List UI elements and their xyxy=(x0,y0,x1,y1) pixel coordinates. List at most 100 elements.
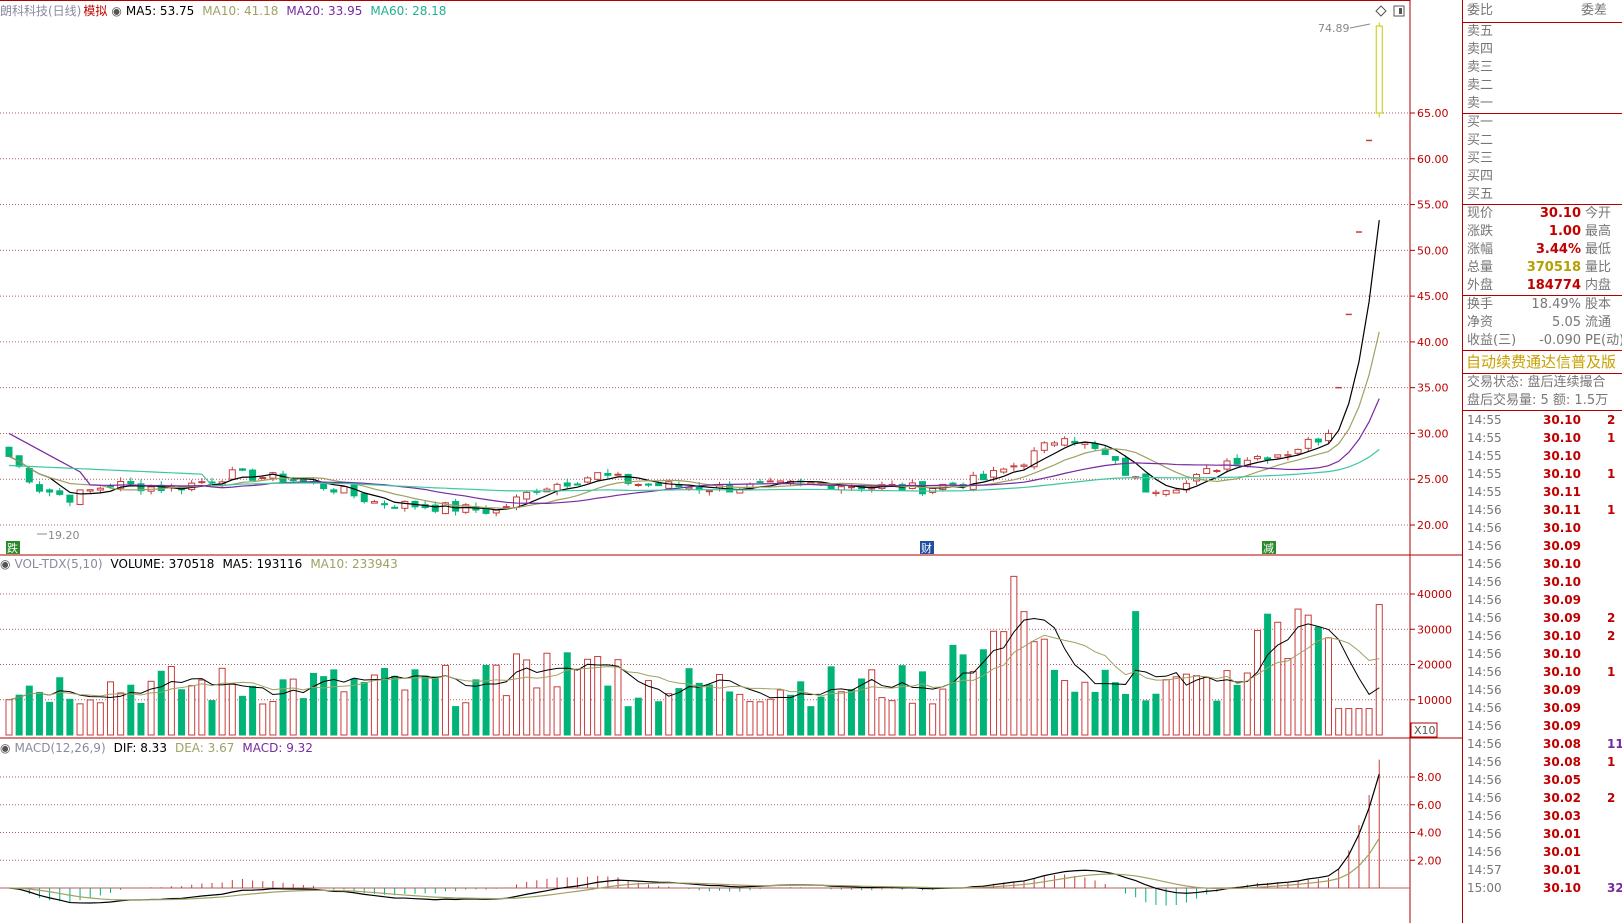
quote-value: 184774 xyxy=(1526,278,1581,293)
tick-time: 14:56 xyxy=(1467,629,1502,643)
volume-bar xyxy=(847,689,855,736)
volume-bar xyxy=(726,691,734,736)
ask-label: 卖一 xyxy=(1467,96,1494,111)
tick-row: 14:56 30.02 2 xyxy=(1463,789,1622,807)
candle xyxy=(1000,468,1008,473)
event-marker-reduce[interactable]: 减 xyxy=(1262,541,1276,555)
volume-bar xyxy=(1243,672,1251,736)
mode-label[interactable]: 模拟 xyxy=(83,4,108,18)
candle xyxy=(1111,456,1119,461)
volume-bar xyxy=(624,706,632,736)
ask-label: 卖二 xyxy=(1467,78,1494,93)
volume-bar xyxy=(35,691,43,736)
volume-bar xyxy=(1355,708,1363,736)
volume-bar xyxy=(147,680,155,736)
candle xyxy=(513,496,520,509)
kline-chart[interactable]: 65.00 60.00 55.00 50.00 45.00 40.00 35.00 30.00… xyxy=(0,0,1462,923)
tick-time: 14:56 xyxy=(1467,737,1502,751)
volume-bar xyxy=(1122,693,1129,736)
tick-time: 14:56 xyxy=(1467,827,1502,841)
volume-bar xyxy=(25,685,33,736)
settings-icon[interactable]: ◉ xyxy=(0,741,11,755)
quote-row: 涨幅 3.44% 最低 xyxy=(1463,241,1622,259)
tick-list[interactable]: 14:55 30.10 2 14:55 30.10 1 14:55 30.10 14:55 30.… xyxy=(1463,411,1622,897)
quote-label: 总量 xyxy=(1467,260,1494,275)
candle xyxy=(238,468,246,471)
candle xyxy=(1203,468,1211,475)
volume-bar xyxy=(1061,680,1069,736)
candle xyxy=(198,481,206,484)
renewal-banner[interactable]: 自动续费通达信普及版 xyxy=(1466,353,1617,371)
tick-volume: 2 xyxy=(1607,413,1616,427)
settings-icon[interactable]: ◉ xyxy=(0,557,11,571)
tick-row: 14:56 30.09 xyxy=(1463,537,1622,555)
tick-price: 30.10 xyxy=(1543,881,1581,895)
volume-bar xyxy=(1172,676,1180,736)
bid-row: 买五 xyxy=(1463,186,1622,204)
ask-row: 卖五 xyxy=(1463,23,1622,41)
candle xyxy=(228,469,236,480)
volume-bar xyxy=(188,685,196,736)
volume-bar xyxy=(1111,682,1119,736)
stock-name[interactable]: 朗科科技(日线) xyxy=(0,4,82,18)
price-axis-label: 65.00 xyxy=(1417,107,1449,120)
volume-bar xyxy=(776,689,784,736)
candle xyxy=(391,506,399,509)
tick-row: 14:56 30.09 xyxy=(1463,699,1622,717)
ma10-line xyxy=(8,331,1380,510)
volume-bar xyxy=(1162,679,1170,736)
volume-bar xyxy=(228,683,236,736)
panel-toggle-icon[interactable] xyxy=(1393,5,1405,17)
tick-row: 14:56 30.09 2 xyxy=(1463,609,1622,627)
volume-bar xyxy=(878,697,886,736)
volume-bar xyxy=(1325,637,1332,736)
diamond-icon[interactable] xyxy=(1375,5,1387,17)
candle xyxy=(1284,454,1292,457)
volume-bar xyxy=(695,682,703,736)
macd-indicator-name[interactable]: MACD(12,26,9) xyxy=(14,741,106,755)
volume-bar xyxy=(391,675,399,736)
ask-row: 卖二 xyxy=(1463,77,1622,95)
volume-bar xyxy=(990,630,998,736)
volume-bar xyxy=(685,668,693,736)
volume-bar xyxy=(1152,693,1160,736)
volume-bar xyxy=(137,702,145,736)
volume-bar xyxy=(1253,630,1261,736)
stat-label-2: 流通 xyxy=(1585,315,1612,330)
candle xyxy=(360,493,368,503)
tick-time: 14:56 xyxy=(1467,755,1502,769)
volume-bar xyxy=(259,703,267,736)
candle xyxy=(1274,454,1282,458)
tick-price: 30.10 xyxy=(1543,467,1581,481)
ma60-label: MA60: 28.18 xyxy=(370,4,447,18)
macd-axis-label: 2.00 xyxy=(1417,854,1442,867)
candle xyxy=(1030,450,1038,468)
dif-line xyxy=(8,773,1380,904)
tick-price: 30.10 xyxy=(1543,647,1581,661)
tick-price: 30.09 xyxy=(1543,683,1581,697)
tick-price: 30.09 xyxy=(1543,611,1581,625)
volume-bar xyxy=(15,694,23,736)
tick-row: 14:57 30.01 xyxy=(1463,861,1622,879)
trade-status: 交易状态: 盘后连续撮合 xyxy=(1467,375,1606,390)
event-marker-finance[interactable]: 财 xyxy=(920,541,934,555)
candle xyxy=(827,484,835,490)
quote-label: 外盘 xyxy=(1467,278,1494,293)
candle xyxy=(289,479,297,482)
candle xyxy=(1081,442,1089,445)
ask-label: 卖三 xyxy=(1467,60,1494,75)
volume-bar xyxy=(736,693,744,736)
candle xyxy=(979,473,987,481)
volume-bar xyxy=(939,688,947,736)
volume-bar xyxy=(238,695,246,736)
tick-row: 14:56 30.10 xyxy=(1463,555,1622,573)
event-marker-fall[interactable]: 跌 xyxy=(6,541,20,555)
volume-bar xyxy=(1365,708,1373,736)
ma5-label: MA5: 53.75 xyxy=(125,4,195,18)
quote-label-2: 最低 xyxy=(1585,242,1612,257)
settings-icon[interactable]: ◉ xyxy=(111,4,122,18)
vol-indicator-name[interactable]: VOL-TDX(5,10) xyxy=(14,557,103,571)
tick-time: 14:56 xyxy=(1467,611,1502,625)
tick-row: 14:56 30.10 1 xyxy=(1463,663,1622,681)
tick-price: 30.10 xyxy=(1543,557,1581,571)
